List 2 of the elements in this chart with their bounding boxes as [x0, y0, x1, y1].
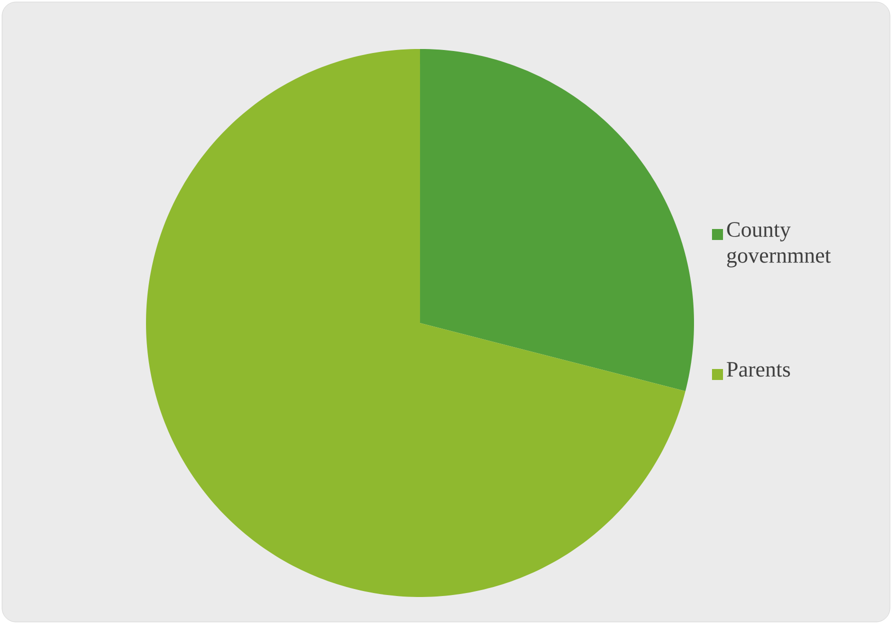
legend-label: County governmnet — [727, 222, 831, 268]
legend-label: Parents — [726, 362, 790, 377]
